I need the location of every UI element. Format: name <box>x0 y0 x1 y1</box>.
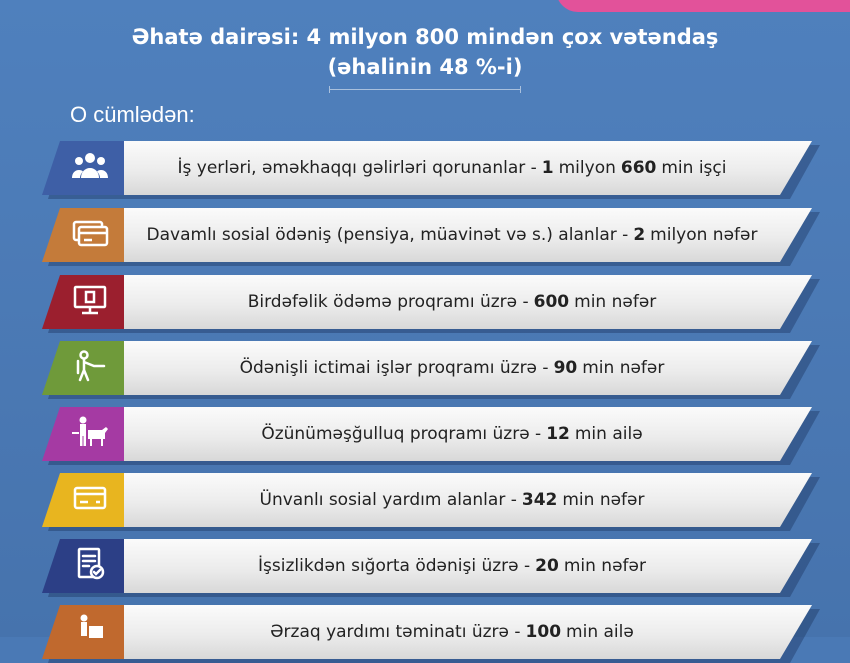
row-unit: milyon nəfər <box>650 225 758 245</box>
coverage-title: Əhatə dairəsi: 4 milyon 800 mindən çox v… <box>131 25 719 49</box>
list-item-unemployment-insurance: İşsizlikdən sığorta ödənişi üzrə - 20 mi… <box>0 539 850 593</box>
food-box-icon <box>60 612 110 652</box>
list-item-public-works: Ödənişli ictimai işlər proqramı üzrə - 9… <box>0 341 850 395</box>
list-item-one-time-payment: Birdəfəlik ödəmə proqramı üzrə - 600 min… <box>0 275 850 329</box>
row-label: İşsizlikdən sığorta ödənişi üzrə - <box>258 556 531 576</box>
row-number: 342 <box>521 490 558 510</box>
row-unit: min nəfər <box>582 358 665 378</box>
row-number: 600 <box>533 292 570 312</box>
row-icon-box <box>42 407 128 461</box>
row-bar <box>124 407 812 461</box>
row-bar <box>124 341 812 395</box>
monitor-icon <box>60 282 110 322</box>
row-number: 90 <box>553 358 578 378</box>
list-item-jobs: İş yerləri, əməkhaqqı gəlirləri qorunanl… <box>0 141 850 195</box>
row-bar <box>124 141 812 195</box>
list-item-social-payments: Davamlı sosial ödəniş (pensiya, müavinət… <box>0 208 850 262</box>
row-text: Davamlı sosial ödəniş (pensiya, müavinət… <box>124 208 780 262</box>
row-number: 100 <box>525 622 562 642</box>
row-unit: min nəfər <box>574 292 657 312</box>
cards-icon <box>60 215 110 255</box>
farmer-cow-icon <box>60 414 110 454</box>
people-group-icon <box>60 148 110 188</box>
row-unit: min nəfər <box>563 556 646 576</box>
intro-label: O cümlədən: <box>70 102 195 127</box>
row-bar <box>124 208 812 262</box>
row-label: İş yerləri, əməkhaqqı gəlirləri qorunanl… <box>177 158 537 178</box>
row-unit: min ailə <box>574 424 643 444</box>
row-icon-box <box>42 141 128 195</box>
benefit-list: İş yerləri, əməkhaqqı gəlirləri qorunanl… <box>0 141 850 637</box>
row-label: Özünüməşğulluq proqramı üzrə - <box>261 424 542 444</box>
row-unit: milyon <box>558 158 616 178</box>
header: Əhatə dairəsi: 4 milyon 800 mindən çox v… <box>0 22 850 82</box>
row-text: Ödənişli ictimai işlər proqramı üzrə - 9… <box>124 341 780 395</box>
list-item-targeted-assistance: Ünvanlı sosial yardım alanlar - 342 min … <box>0 473 850 527</box>
row-text: Ünvanlı sosial yardım alanlar - 342 min … <box>124 473 780 527</box>
row-bar <box>124 539 812 593</box>
row-number: 2 <box>633 225 646 245</box>
row-icon-box <box>42 473 128 527</box>
row-number: 20 <box>535 556 559 576</box>
worker-icon <box>60 348 110 388</box>
list-item-food-aid: Ərzaq yardımı təminatı üzrə - 100 min ai… <box>0 605 850 659</box>
population-share: (əhalinin 48 %-i) <box>327 55 523 79</box>
list-item-self-employment: Özünüməşğulluq proqramı üzrə - 12 min ai… <box>0 407 850 461</box>
row-bar <box>124 473 812 527</box>
row-icon-box <box>42 539 128 593</box>
row-label: Davamlı sosial ödəniş (pensiya, müavinət… <box>146 225 629 245</box>
row-text: İşsizlikdən sığorta ödənişi üzrə - 20 mi… <box>124 539 780 593</box>
row-unit-2: min işçi <box>661 158 727 178</box>
document-check-icon <box>60 546 110 586</box>
row-text: Özünüməşğulluq proqramı üzrə - 12 min ai… <box>124 407 780 461</box>
row-label: Ərzaq yardımı təminatı üzrə - <box>270 622 521 642</box>
row-bar <box>124 275 812 329</box>
row-unit: min nəfər <box>562 490 645 510</box>
row-label: Birdəfəlik ödəmə proqramı üzrə - <box>247 292 529 312</box>
row-unit: min ailə <box>566 622 634 642</box>
row-icon-box <box>42 605 128 659</box>
row-label: Ünvanlı sosial yardım alanlar - <box>259 490 517 510</box>
row-label: Ödənişli ictimai işlər proqramı üzrə - <box>239 358 549 378</box>
row-text: Birdəfəlik ödəmə proqramı üzrə - 600 min… <box>124 275 780 329</box>
credit-card-icon <box>60 480 110 520</box>
row-icon-box <box>42 341 128 395</box>
row-text: İş yerləri, əməkhaqqı gəlirləri qorunanl… <box>124 141 780 195</box>
row-number: 1 <box>541 158 554 178</box>
row-number: 12 <box>546 424 570 444</box>
row-text: Ərzaq yardımı təminatı üzrə - 100 min ai… <box>124 605 780 659</box>
pink-corner-tab <box>556 0 850 12</box>
row-icon-box <box>42 275 128 329</box>
header-underline <box>329 86 521 93</box>
row-icon-box <box>42 208 128 262</box>
row-number-2: 660 <box>620 158 657 178</box>
